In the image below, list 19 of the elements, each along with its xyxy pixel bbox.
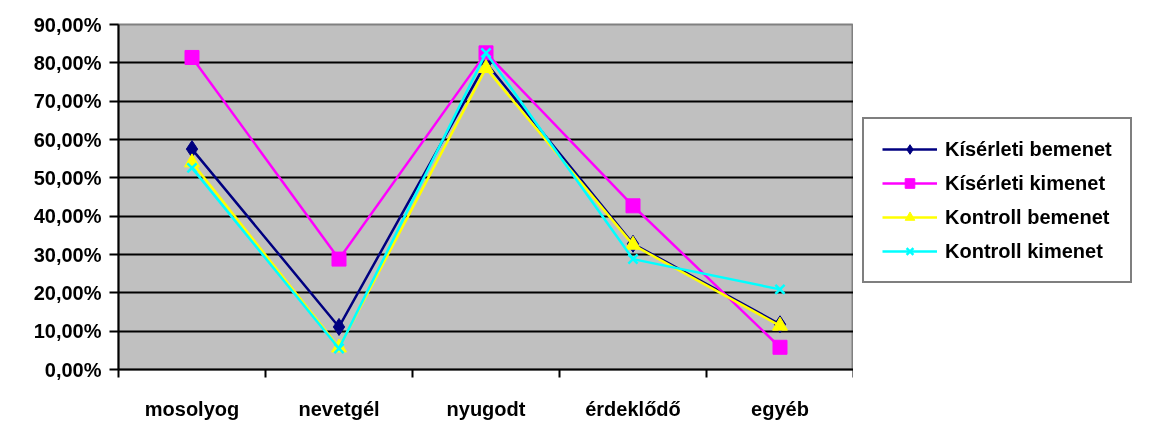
legend-label: Kísérleti bemenet xyxy=(945,137,1112,161)
x-tick-label: egyéb xyxy=(751,397,809,420)
y-tick-label: 90,00% xyxy=(33,13,102,36)
legend-label: Kontroll bemenet xyxy=(945,205,1110,229)
x-tick-label: nevetgél xyxy=(298,397,380,420)
y-tick-label: 10,00% xyxy=(33,320,102,343)
y-tick-label: 50,00% xyxy=(33,166,102,189)
y-tick-label: 40,00% xyxy=(33,205,102,228)
x-tick-label: nyugodt xyxy=(446,397,526,420)
y-tick-label: 30,00% xyxy=(33,243,102,266)
legend-label: Kontroll kimenet xyxy=(945,239,1103,263)
y-tick-label: 70,00% xyxy=(33,90,102,113)
legend-label: Kísérleti kimenet xyxy=(945,171,1106,195)
y-tick-label: 80,00% xyxy=(33,51,102,74)
y-tick-label: 60,00% xyxy=(33,128,102,151)
y-tick-label: 0,00% xyxy=(44,358,102,381)
x-tick-label: mosolyog xyxy=(144,397,240,420)
x-tick-label: érdeklődő xyxy=(585,397,681,420)
y-tick-label: 20,00% xyxy=(33,281,102,304)
